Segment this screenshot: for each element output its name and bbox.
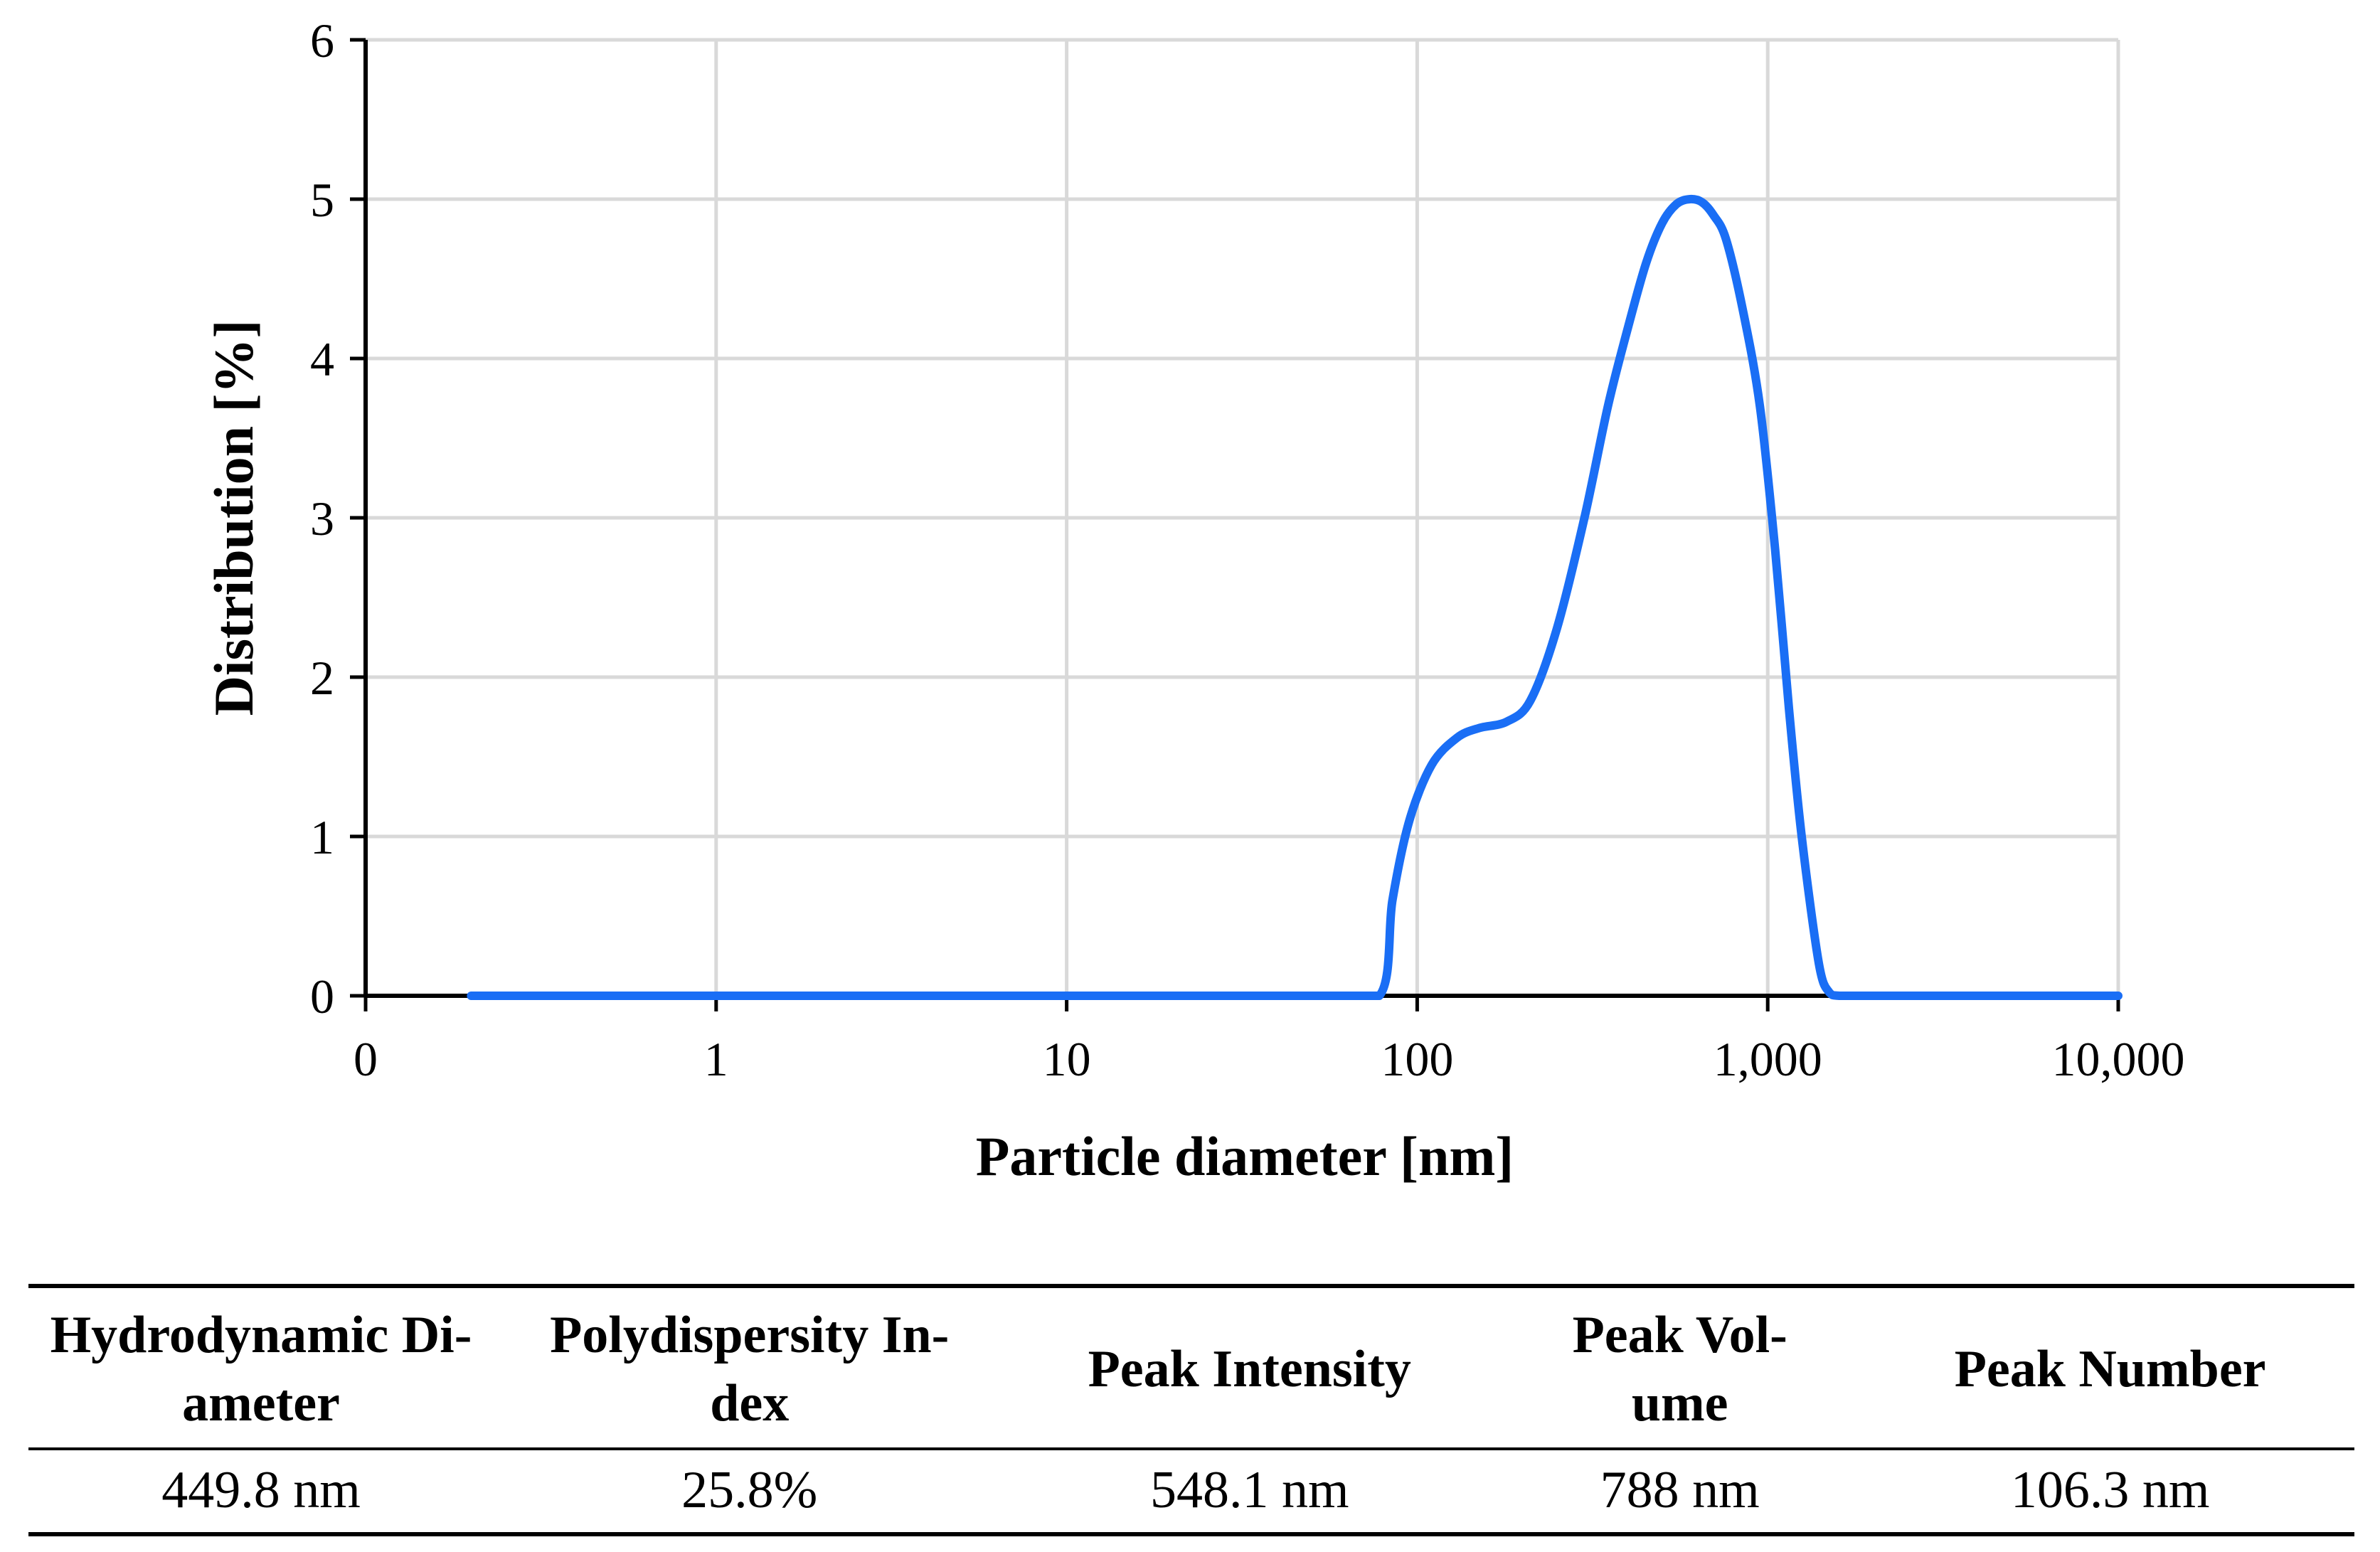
header-peak-volume-line2: ume	[1631, 1374, 1728, 1433]
value-hydrodynamic-diameter: 449.8 nm	[161, 1461, 361, 1520]
y-tick-label: 2	[310, 651, 334, 705]
table-header-row: Hydrodynamic Di- ameter Polydispersity I…	[28, 1286, 2354, 1450]
table-row: 449.8 nm 25.8% 548.1 nm 788 nm 106.3 nm	[28, 1449, 2354, 1535]
axes	[350, 38, 2120, 1011]
x-tick-labels: 0 1 10 100 1,000 10,000	[354, 1032, 2185, 1086]
y-tick-label: 6	[310, 14, 334, 68]
header-polydispersity-index-line2: dex	[710, 1374, 790, 1433]
y-tick-labels: 0 1 2 3 4 5 6	[310, 14, 334, 1024]
x-tick-label: 100	[1381, 1032, 1453, 1086]
value-peak-number: 106.3 nm	[2010, 1461, 2210, 1520]
header-peak-number-line1: Peak Number	[1954, 1340, 2266, 1399]
distribution-series-line	[467, 194, 2123, 1001]
header-hydrodynamic-diameter: Hydrodynamic Di- ameter	[28, 1286, 494, 1449]
y-tick-label: 1	[310, 810, 334, 864]
header-hydrodynamic-diameter-line1: Hydrodynamic Di-	[50, 1306, 472, 1364]
grid	[366, 38, 2120, 996]
y-axis-title: Distribution [%]	[203, 320, 265, 716]
y-tick-label: 4	[310, 332, 334, 386]
x-tick-label: 1	[704, 1032, 728, 1086]
value-peak-intensity: 548.1 nm	[1149, 1461, 1349, 1520]
x-axis-title: Particle diameter [nm]	[976, 1125, 1514, 1187]
distribution-chart: 0 1 2 3 4 5 6 0 1 10 100 1,000 10,000 Particle diam…	[203, 14, 2185, 1187]
header-peak-volume-line1: Peak Vol-	[1572, 1306, 1787, 1364]
x-tick-label: 0	[354, 1032, 378, 1086]
value-polydispersity-index: 25.8%	[681, 1461, 818, 1520]
value-peak-volume: 788 nm	[1600, 1461, 1760, 1520]
header-polydispersity-index: Polydispersity In- dex	[494, 1286, 1005, 1449]
y-tick-label: 5	[310, 173, 334, 227]
header-peak-volume: Peak Vol- ume	[1494, 1286, 1866, 1449]
header-peak-intensity: Peak Intensity	[1005, 1286, 1494, 1449]
header-polydispersity-index-line1: Polydispersity In-	[550, 1306, 950, 1364]
y-tick-label: 0	[310, 969, 334, 1024]
summary-table: Hydrodynamic Di- ameter Polydispersity I…	[28, 1284, 2354, 1536]
header-hydrodynamic-diameter-line2: ameter	[182, 1374, 340, 1433]
header-peak-number: Peak Number	[1866, 1286, 2354, 1449]
header-peak-intensity-line1: Peak Intensity	[1088, 1340, 1411, 1399]
x-tick-label: 1,000	[1714, 1032, 1822, 1086]
x-tick-label: 10	[1043, 1032, 1091, 1086]
y-tick-label: 3	[310, 491, 334, 546]
x-tick-label: 10,000	[2052, 1032, 2185, 1086]
